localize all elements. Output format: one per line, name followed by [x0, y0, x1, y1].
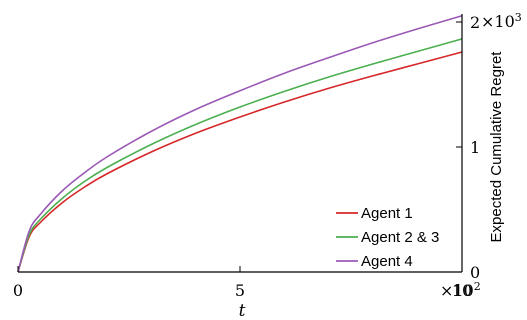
series-layer: [17, 14, 463, 273]
x-tick-label-1: 5: [235, 281, 245, 300]
legend-label-2: Agent 2 & 3: [361, 229, 439, 246]
x-tick-label-0: 0: [13, 281, 23, 300]
series-line-3: [17, 14, 463, 273]
series-line-1: [17, 51, 463, 273]
x-multiplier-exp: 2: [474, 280, 481, 293]
y-multiplier-exp: 3: [515, 11, 522, 24]
x-multiplier-base: ×10: [440, 281, 474, 300]
legend-label-1: Agent 1: [361, 205, 413, 222]
y-axis-title: Expected Cumulative Regret: [488, 51, 505, 243]
y-tick-label-1: 1: [470, 138, 480, 157]
series-line-2: [17, 38, 463, 273]
y-tick-label-2: 2: [470, 13, 480, 32]
legend: Agent 1 Agent 2 & 3 Agent 4: [336, 205, 439, 270]
y-tick-label-0: 0: [470, 263, 480, 282]
y-multiplier-base: ×10: [481, 12, 515, 31]
x-tick-label-2: 10: [452, 281, 472, 300]
legend-label-3: Agent 4: [361, 253, 413, 270]
y-axis-multiplier: ×103: [481, 11, 522, 32]
x-axis-title: t: [239, 301, 246, 320]
x-axis-multiplier: ×102: [440, 280, 481, 301]
